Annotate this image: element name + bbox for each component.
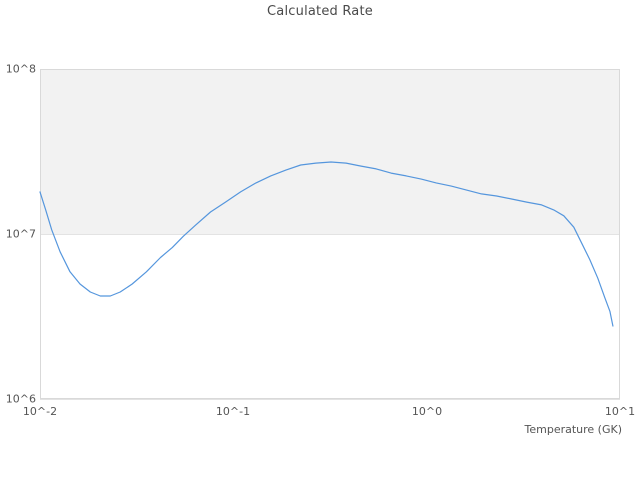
rate-line [39,161,614,327]
y-tick-label: 10^7 [5,227,36,241]
x-tick-label: 10^0 [411,405,443,418]
x-tick-label: 10^-2 [22,405,58,418]
plot-border [40,69,620,399]
highlight-band [40,69,620,234]
x-tick-label: 10^-1 [215,405,251,418]
y-tick-label: 10^8 [5,62,36,76]
y-tick-label: 10^6 [5,392,36,406]
x-axis-title: Temperature (GK) [524,423,623,436]
chart-title: Calculated Rate [267,4,373,19]
x-tick-label: 10^1 [604,405,636,418]
